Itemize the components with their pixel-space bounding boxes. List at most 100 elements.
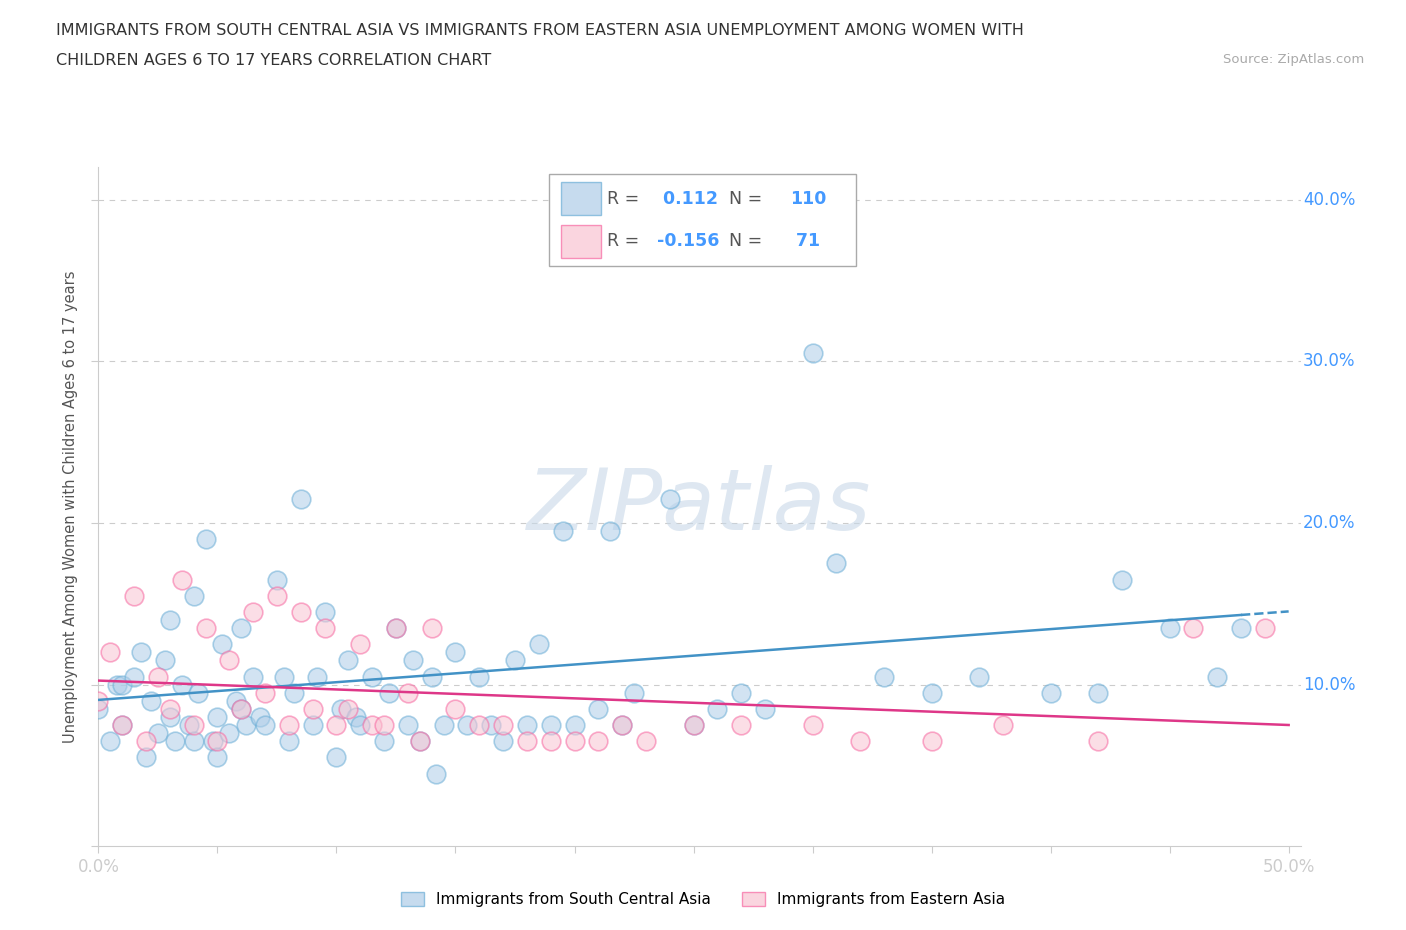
Legend: Immigrants from South Central Asia, Immigrants from Eastern Asia: Immigrants from South Central Asia, Immi…	[395, 885, 1011, 913]
Point	[98, 644, 121, 659]
Point	[409, 734, 432, 749]
Point	[111, 677, 134, 692]
Point	[706, 701, 728, 716]
Point	[921, 685, 943, 700]
Point	[218, 725, 240, 740]
Point	[283, 685, 305, 700]
Text: CHILDREN AGES 6 TO 17 YEARS CORRELATION CHART: CHILDREN AGES 6 TO 17 YEARS CORRELATION …	[56, 53, 492, 68]
Point	[163, 734, 186, 749]
Text: 20.0%: 20.0%	[1303, 514, 1355, 532]
Point	[378, 685, 401, 700]
Point	[242, 670, 264, 684]
Text: 10.0%: 10.0%	[1303, 676, 1355, 694]
Point	[122, 589, 145, 604]
Point	[1254, 620, 1277, 635]
Point	[242, 604, 264, 619]
Text: 40.0%: 40.0%	[1303, 191, 1355, 208]
Point	[551, 524, 574, 538]
Text: 0.112: 0.112	[658, 190, 718, 208]
Point	[401, 653, 423, 668]
Point	[479, 718, 502, 733]
Point	[231, 701, 253, 716]
Point	[135, 734, 157, 749]
Point	[194, 620, 217, 635]
Point	[249, 710, 271, 724]
FancyBboxPatch shape	[561, 182, 600, 216]
Text: IMMIGRANTS FROM SOUTH CENTRAL ASIA VS IMMIGRANTS FROM EASTERN ASIA UNEMPLOYMENT : IMMIGRANTS FROM SOUTH CENTRAL ASIA VS IM…	[56, 23, 1024, 38]
Point	[314, 604, 336, 619]
Point	[129, 644, 152, 659]
Text: -0.156: -0.156	[658, 232, 720, 250]
Point	[146, 670, 169, 684]
Point	[325, 750, 347, 764]
Point	[373, 734, 395, 749]
Point	[730, 685, 752, 700]
Point	[588, 701, 610, 716]
Point	[361, 718, 384, 733]
Point	[409, 734, 432, 749]
Point	[425, 766, 447, 781]
Point	[634, 734, 657, 749]
Point	[682, 718, 704, 733]
Text: 110: 110	[790, 190, 825, 208]
Point	[235, 718, 257, 733]
FancyBboxPatch shape	[550, 174, 856, 266]
Point	[599, 524, 621, 538]
Point	[540, 718, 562, 733]
Point	[361, 670, 384, 684]
Point	[111, 718, 134, 733]
Point	[111, 718, 134, 733]
Point	[146, 725, 169, 740]
Point	[231, 620, 253, 635]
Point	[540, 734, 562, 749]
Point	[98, 734, 121, 749]
Point	[801, 718, 824, 733]
Point	[290, 491, 312, 506]
Point	[159, 710, 181, 724]
Point	[516, 718, 538, 733]
Point	[456, 718, 478, 733]
Point	[468, 718, 491, 733]
Point	[153, 653, 176, 668]
Point	[1111, 572, 1133, 587]
Point	[207, 750, 229, 764]
Point	[420, 620, 443, 635]
Point	[492, 734, 515, 749]
Point	[1087, 734, 1109, 749]
Point	[122, 670, 145, 684]
Point	[1159, 620, 1181, 635]
Point	[183, 589, 205, 604]
Text: N =: N =	[717, 232, 768, 250]
Point	[921, 734, 943, 749]
Point	[344, 710, 367, 724]
Point	[873, 670, 896, 684]
Point	[211, 637, 233, 652]
Point	[277, 718, 299, 733]
Point	[564, 718, 586, 733]
Point	[201, 734, 224, 749]
Point	[254, 685, 277, 700]
Point	[139, 694, 162, 709]
Point	[385, 620, 408, 635]
Point	[266, 572, 288, 587]
Point	[658, 491, 681, 506]
Point	[266, 589, 288, 604]
Point	[277, 734, 299, 749]
Point	[254, 718, 277, 733]
Point	[183, 718, 205, 733]
Point	[373, 718, 395, 733]
Y-axis label: Unemployment Among Women with Children Ages 6 to 17 years: Unemployment Among Women with Children A…	[63, 271, 79, 743]
Point	[682, 718, 704, 733]
Point	[801, 346, 824, 361]
Point	[396, 685, 419, 700]
Point	[396, 718, 419, 733]
Point	[207, 734, 229, 749]
Point	[159, 701, 181, 716]
Point	[183, 734, 205, 749]
Point	[825, 556, 848, 571]
Point	[187, 685, 209, 700]
Text: R =: R =	[607, 190, 645, 208]
Point	[527, 637, 550, 652]
Point	[307, 670, 329, 684]
Point	[1230, 620, 1253, 635]
